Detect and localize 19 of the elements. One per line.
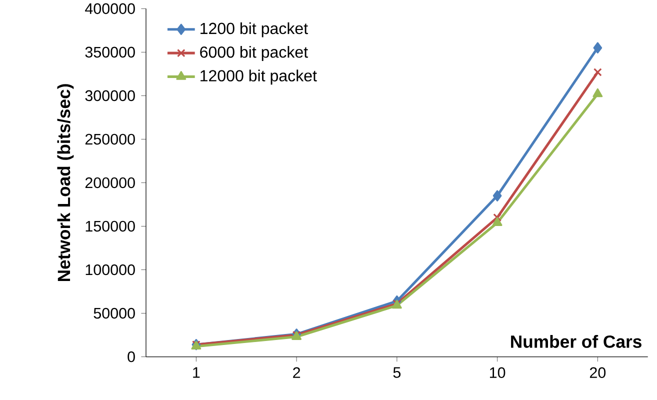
y-tick-label: 300000 [85, 90, 135, 102]
x-tick-label: 5 [393, 367, 401, 378]
legend-label: 1200 bit packet [200, 22, 308, 38]
legend-label: 12000 bit packet [200, 70, 317, 85]
y-tick-label: 50000 [94, 308, 135, 319]
x-tick-label: 20 [590, 367, 606, 378]
y-tick-label: 250000 [85, 134, 135, 145]
y-tick-label: 100000 [86, 264, 135, 276]
x-tick-label: 10 [490, 367, 506, 378]
y-tick-label: 350000 [85, 46, 135, 58]
x-tick-label: 2 [293, 367, 300, 378]
legend-label: 6000 bit packet [200, 46, 308, 61]
y-axis-title: Network Load (bits/sec) [57, 84, 74, 281]
y-tick-label: 150000 [86, 220, 135, 232]
y-tick-label: 0 [128, 351, 135, 362]
y-tick-label: 400000 [85, 3, 135, 14]
x-axis-title: Number of Cars [511, 334, 642, 348]
y-tick-label: 200000 [85, 177, 135, 188]
x-tick-label: 1 [193, 367, 200, 378]
